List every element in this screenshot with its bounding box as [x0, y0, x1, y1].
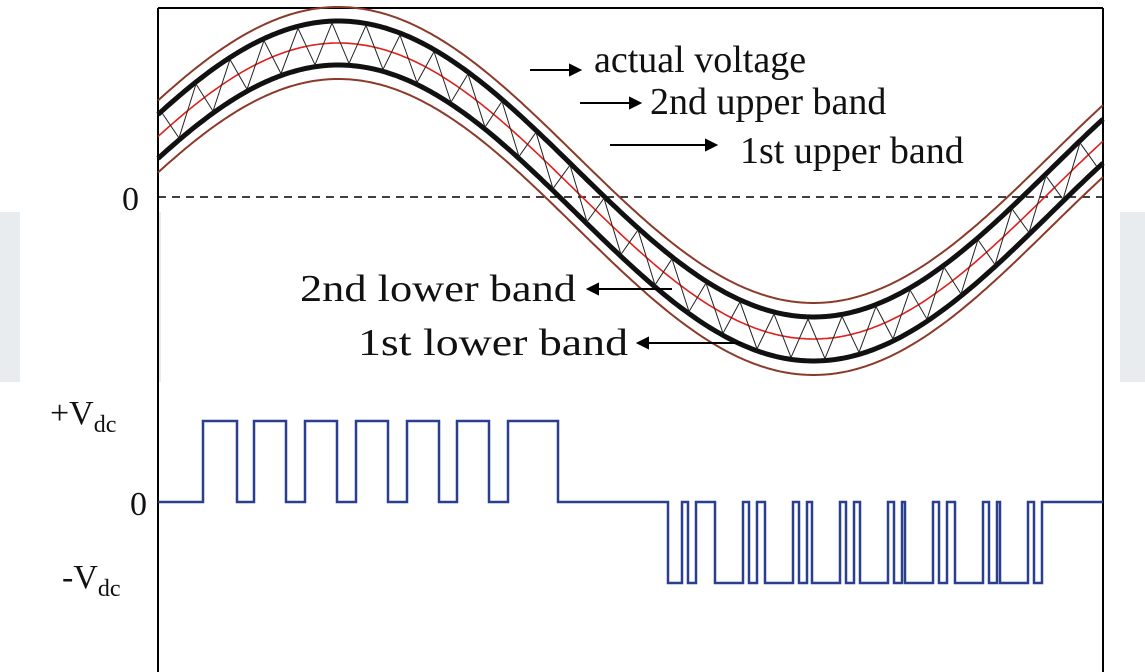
second-lower-band-curve [157, 78, 1104, 376]
minus-vdc-main: -V [62, 559, 98, 596]
arrowhead-first-upper-band [705, 138, 719, 152]
label-actual-voltage: actual voltage [594, 39, 806, 81]
axis-zero-bottom: 0 [130, 486, 147, 523]
axis-minus-vdc: -Vdc [62, 559, 121, 602]
plus-vdc-sub: dc [94, 412, 117, 438]
label-second-upper-band: 2nd upper band [650, 81, 886, 123]
actual-voltage-curve [157, 42, 1104, 340]
plus-vdc-main: +V [50, 395, 94, 432]
arrowhead-second-upper-band [629, 96, 643, 110]
current-ripple-zigzag [161, 21, 1098, 360]
pwm-output-waveform [158, 419, 1103, 585]
minus-vdc-sub: dc [98, 576, 121, 602]
first-lower-band-curve [156, 62, 1105, 364]
watermark-logo [0, 212, 1145, 382]
arrowhead-actual-voltage [569, 63, 583, 77]
label-first-upper-band: 1st upper band [740, 130, 964, 172]
arrowhead-second-lower-band [585, 282, 599, 296]
second-upper-band-curve [157, 6, 1104, 304]
axis-plus-vdc: +Vdc [50, 395, 116, 438]
arrowhead-first-lower-band [635, 336, 649, 350]
first-upper-band-curve [156, 18, 1105, 320]
label-first-lower-band: 1st lower band [358, 322, 628, 364]
label-arrows [530, 63, 742, 350]
label-second-lower-band: 2nd lower band [300, 268, 576, 310]
axis-zero-top: 0 [122, 181, 139, 218]
